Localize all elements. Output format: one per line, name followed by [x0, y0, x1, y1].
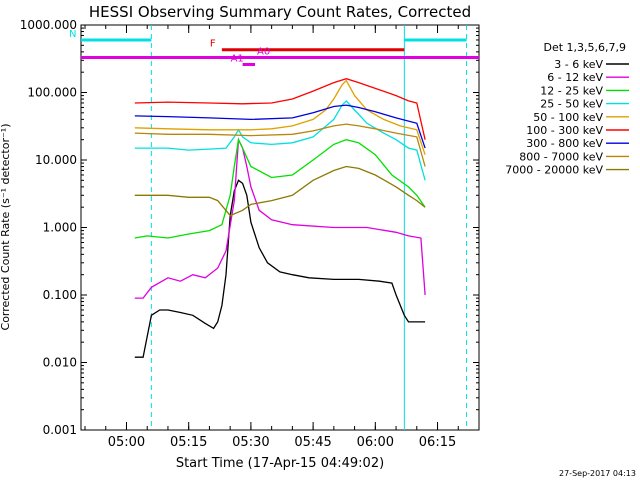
legend-label: 25 - 50 keV — [540, 98, 603, 111]
y-axis-label: Corrected Count Rate (s⁻¹ detector⁻¹) — [0, 124, 12, 331]
series-line — [134, 165, 426, 217]
x-tick-label: 05:00 — [108, 435, 145, 450]
footer-date: 27-Sep-2017 04:13 — [559, 469, 636, 478]
annotation-bars: N F A1 A0 — [69, 29, 479, 66]
series-line — [134, 99, 426, 181]
y-tick-label: 0.010 — [43, 356, 77, 370]
x-tick-label: 06:00 — [357, 435, 394, 450]
legend-label: 800 - 7000 keV — [519, 150, 603, 163]
chart-title: HESSI Observing Summary Count Rates, Cor… — [89, 3, 471, 21]
x-tick-label: 05:45 — [294, 435, 331, 450]
x-axis: 05:00 05:15 05:30 05:45 06:00 06:15 — [84, 25, 480, 450]
y-axis: 1000.000 100.000 10.000 1.000 0.100 0.010 0.00… — [20, 18, 479, 437]
legend-label: 100 - 300 keV — [526, 124, 603, 137]
series-line — [134, 137, 426, 239]
y-tick-label: 1.000 — [43, 221, 77, 235]
x-axis-label: Start Time (17-Apr-15 04:49:02) — [176, 456, 384, 471]
annotation-label: A1 — [231, 53, 244, 64]
x-tick-label: 06:15 — [419, 435, 456, 450]
y-tick-label: 0.001 — [43, 423, 77, 437]
legend-label: 6 - 12 keV — [547, 71, 603, 84]
series-line — [134, 78, 426, 140]
legend-label: 12 - 25 keV — [540, 84, 603, 97]
annotation-label: F — [210, 39, 216, 50]
vertical-markers — [150, 25, 468, 430]
legend-title: Det 1,3,5,6,7,9 — [543, 41, 626, 54]
series-line — [134, 123, 426, 167]
series-line — [134, 104, 426, 149]
annotation-label: N — [69, 29, 76, 40]
series-line — [134, 79, 426, 155]
series-line — [134, 179, 426, 358]
y-tick-label: 0.100 — [43, 288, 77, 302]
annotation-label: A0 — [257, 47, 270, 58]
series-group — [134, 78, 426, 358]
x-tick-label: 05:15 — [170, 435, 207, 450]
legend-label: 300 - 800 keV — [526, 137, 603, 150]
legend-label: 7000 - 20000 keV — [505, 164, 603, 177]
y-tick-label: 10.000 — [35, 153, 77, 167]
y-tick-label: 100.000 — [27, 86, 77, 100]
y-tick-label: 1000.000 — [20, 18, 77, 32]
legend-label: 50 - 100 keV — [533, 111, 603, 124]
x-tick-label: 05:30 — [232, 435, 269, 450]
legend-label: 3 - 6 keV — [554, 58, 603, 71]
